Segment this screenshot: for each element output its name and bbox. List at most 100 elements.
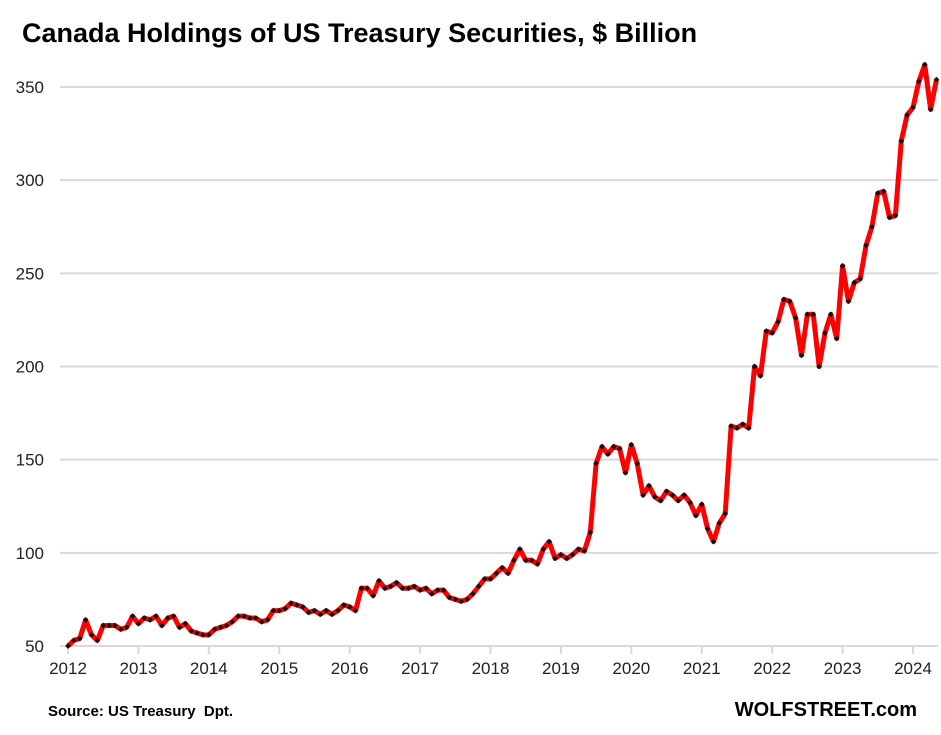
data-point — [71, 637, 77, 644]
y-tick-label: 50 — [25, 637, 44, 656]
data-point — [247, 615, 253, 621]
data-point — [417, 587, 423, 593]
data-point — [745, 425, 752, 431]
data-point — [910, 104, 916, 111]
data-point — [458, 598, 464, 605]
data-point — [640, 492, 646, 498]
data-point — [828, 311, 834, 318]
data-point — [487, 576, 494, 582]
y-tick-label: 100 — [16, 544, 44, 563]
data-point — [317, 611, 324, 618]
data-point — [839, 263, 846, 269]
data-point — [757, 372, 764, 379]
data-point — [235, 613, 242, 620]
data-point — [382, 585, 388, 592]
data-point — [335, 607, 341, 614]
data-point — [434, 587, 441, 593]
data-point — [288, 600, 294, 606]
data-point — [129, 613, 136, 620]
x-tick-label: 2015 — [260, 659, 298, 678]
data-point — [387, 583, 394, 590]
data-point — [399, 585, 406, 592]
data-point — [505, 570, 511, 577]
x-tick-label: 2017 — [401, 659, 439, 678]
data-point — [329, 611, 335, 618]
data-point — [117, 626, 124, 633]
data-point — [200, 631, 206, 638]
x-tick-label: 2016 — [331, 659, 369, 678]
data-point — [464, 596, 470, 603]
data-point — [869, 223, 875, 230]
data-point — [927, 106, 934, 113]
data-point — [921, 61, 928, 68]
x-tick-label: 2023 — [824, 659, 862, 678]
data-point — [452, 596, 459, 603]
data-point — [739, 421, 746, 428]
data-point — [511, 557, 517, 564]
x-tick-label: 2019 — [542, 659, 580, 678]
data-point — [716, 520, 723, 526]
data-point — [499, 564, 506, 571]
data-point — [581, 548, 588, 554]
x-tick-label: 2021 — [683, 659, 721, 678]
data-point — [376, 577, 382, 584]
data-point — [605, 451, 611, 457]
data-point — [147, 617, 153, 623]
data-point — [622, 469, 629, 476]
data-point — [423, 585, 429, 592]
data-point — [681, 492, 687, 498]
data-point — [646, 482, 652, 489]
data-point — [370, 592, 376, 599]
data-point — [792, 315, 799, 321]
data-point — [628, 441, 635, 448]
data-point — [100, 622, 107, 629]
data-point — [816, 363, 822, 370]
data-point — [364, 585, 371, 592]
data-point — [182, 620, 189, 627]
data-point — [446, 594, 453, 601]
data-point — [475, 583, 482, 590]
data-line — [66, 62, 939, 648]
data-point — [534, 561, 541, 567]
data-point — [687, 499, 693, 506]
x-tick-label: 2018 — [472, 659, 510, 678]
y-tick-label: 300 — [16, 171, 44, 190]
data-point — [786, 298, 793, 305]
data-point — [393, 579, 400, 586]
data-point — [886, 214, 893, 221]
x-tick-label: 2014 — [190, 659, 228, 678]
data-point — [546, 538, 553, 545]
data-point — [558, 551, 564, 558]
data-point — [65, 643, 71, 649]
data-point — [294, 602, 300, 608]
data-point — [264, 617, 271, 623]
y-tick-label: 350 — [16, 78, 44, 97]
data-point — [904, 112, 910, 118]
data-point — [135, 620, 142, 627]
y-tick-label: 250 — [16, 264, 44, 283]
data-point — [299, 604, 306, 610]
x-tick-label: 2020 — [612, 659, 650, 678]
data-point — [810, 311, 817, 318]
x-tick-label: 2024 — [894, 659, 932, 678]
data-point — [270, 607, 277, 614]
data-point — [522, 557, 529, 564]
data-point — [880, 188, 887, 195]
data-point — [229, 618, 236, 625]
data-point — [599, 443, 605, 450]
data-point — [916, 78, 922, 85]
data-point — [933, 76, 940, 83]
brand-logo-text: WOLFSTREET.com — [734, 699, 917, 721]
y-tick-label: 200 — [16, 358, 44, 377]
data-point — [493, 570, 500, 577]
data-point — [769, 330, 775, 336]
data-point — [593, 460, 599, 467]
data-point — [675, 497, 682, 504]
data-point — [112, 622, 118, 629]
data-point — [76, 635, 83, 642]
data-point — [141, 615, 148, 621]
data-point — [323, 607, 330, 614]
data-point — [569, 551, 576, 558]
data-point — [470, 590, 476, 597]
